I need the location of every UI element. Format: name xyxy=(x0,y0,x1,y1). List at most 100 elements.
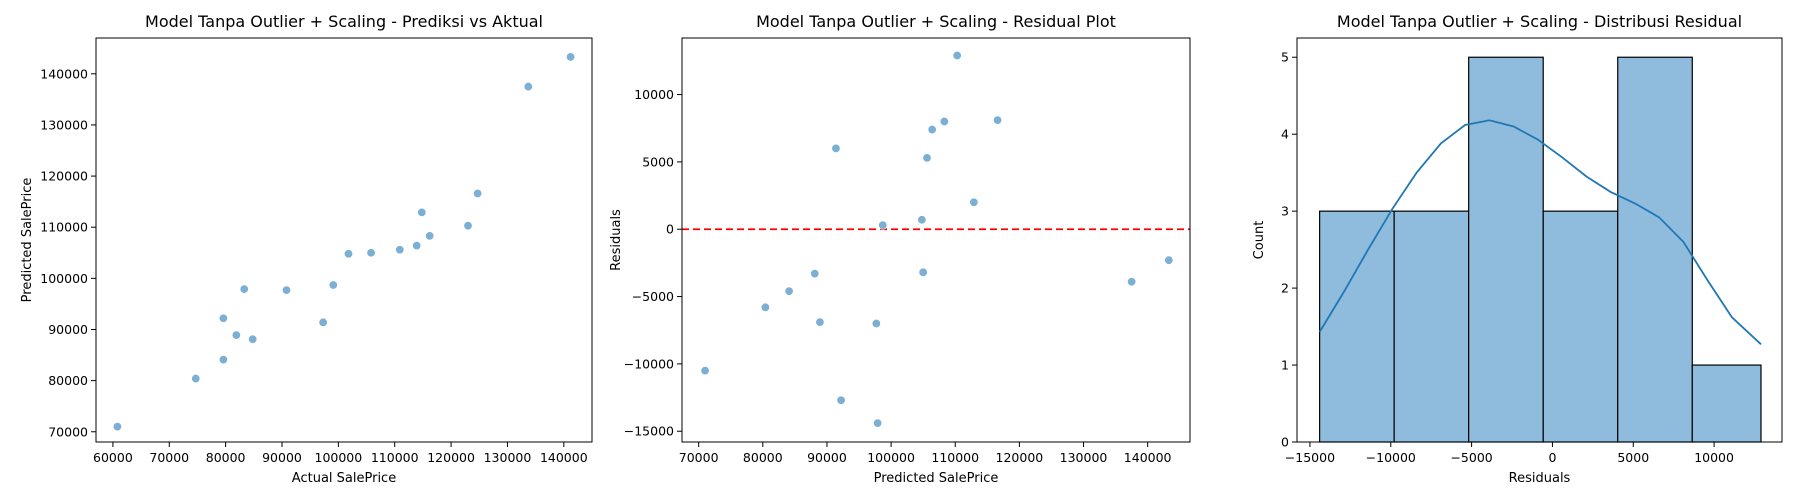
scatter-point xyxy=(425,231,435,241)
scatter-point xyxy=(395,245,405,255)
histogram-bar xyxy=(1542,210,1619,443)
plot-frame xyxy=(681,37,1191,443)
scatter-point xyxy=(1164,255,1174,265)
scatter-point xyxy=(366,248,376,258)
x-tick-label: 60000 xyxy=(93,450,133,465)
scatter-point xyxy=(831,143,841,153)
y-tick-label: 4 xyxy=(1281,127,1289,142)
chart-title: Model Tanpa Outlier + Scaling - Distribu… xyxy=(1337,12,1742,31)
x-tick-label: 90000 xyxy=(262,450,302,465)
scatter-point xyxy=(878,220,888,230)
y-tick-label: −10000 xyxy=(624,356,674,371)
scatter-point xyxy=(922,153,932,163)
x-axis-label: Predicted SalePrice xyxy=(874,471,999,486)
x-tick-label: 140000 xyxy=(1124,450,1172,465)
scatter-point xyxy=(566,52,576,62)
x-tick-label: 130000 xyxy=(1060,450,1108,465)
x-tick-label: 70000 xyxy=(149,450,189,465)
x-tick-label: 120000 xyxy=(427,450,475,465)
scatter-point xyxy=(412,241,422,251)
y-tick-label: 120000 xyxy=(40,169,88,184)
x-tick-label: −10000 xyxy=(1366,450,1416,465)
histogram-bar xyxy=(1691,364,1762,443)
y-tick-label: 5 xyxy=(1281,50,1289,65)
y-tick-label: −5000 xyxy=(632,289,674,304)
scatter-point xyxy=(473,188,483,198)
scatter-point xyxy=(918,267,928,277)
y-tick-label: 1 xyxy=(1281,358,1289,373)
x-axis-label: Residuals xyxy=(1509,471,1571,486)
x-tick-label: 5000 xyxy=(1617,450,1649,465)
y-tick-label: −15000 xyxy=(624,424,674,439)
scatter-point xyxy=(993,115,1003,125)
x-tick-label: 10000 xyxy=(1694,450,1734,465)
x-tick-label: −15000 xyxy=(1285,450,1335,465)
x-tick-label: 140000 xyxy=(540,450,588,465)
plot-frame xyxy=(95,37,593,443)
scatter-point xyxy=(952,51,962,61)
chart-panel-3: −15000 −10000 −5000 0 5000 10000 0 1 2 3 4 5 Model T… xyxy=(1252,12,1783,486)
scatter-point xyxy=(810,269,820,279)
scatter-point xyxy=(873,418,883,428)
scatter-point xyxy=(969,197,979,207)
scatter-point xyxy=(282,285,292,295)
y-tick-label: 140000 xyxy=(40,66,88,81)
histogram-bar xyxy=(1617,56,1693,443)
scatter-point xyxy=(1127,277,1137,287)
x-tick-label: 130000 xyxy=(484,450,532,465)
x-tick-label: 80000 xyxy=(206,450,246,465)
x-tick-label: 70000 xyxy=(679,450,719,465)
histogram-bar xyxy=(1468,56,1544,443)
x-tick-label: 90000 xyxy=(807,450,847,465)
histogram-bar xyxy=(1393,210,1470,443)
y-tick-label: 0 xyxy=(666,222,674,237)
y-tick-label: 90000 xyxy=(48,322,88,337)
scatter-point xyxy=(523,82,533,92)
x-tick-label: 110000 xyxy=(931,450,979,465)
scatter-point xyxy=(836,395,846,405)
scatter-point xyxy=(417,207,427,217)
scatter-point xyxy=(344,249,354,259)
y-tick-label: 3 xyxy=(1281,204,1289,219)
chart-title: Model Tanpa Outlier + Scaling - Prediksi… xyxy=(145,12,543,31)
chart-title: Model Tanpa Outlier + Scaling - Residual… xyxy=(756,12,1116,31)
y-tick-label: 0 xyxy=(1281,435,1289,450)
x-tick-label: −5000 xyxy=(1450,450,1492,465)
y-tick-label: 10000 xyxy=(634,87,674,102)
scatter-point xyxy=(784,286,794,296)
scatter-point xyxy=(815,317,825,327)
x-tick-label: 80000 xyxy=(743,450,783,465)
y-tick-label: 100000 xyxy=(40,271,88,286)
y-tick-label: 5000 xyxy=(642,154,674,169)
scatter-point xyxy=(231,330,241,340)
scatter-point xyxy=(218,355,228,365)
scatter-point xyxy=(917,215,927,225)
scatter-point xyxy=(939,116,949,126)
x-axis-label: Actual SalePrice xyxy=(292,471,396,486)
chart-panel-1: 60000 70000 80000 90000 100000 110000 120000 13… xyxy=(20,12,593,486)
y-tick-label: 80000 xyxy=(48,373,88,388)
y-tick-label: 2 xyxy=(1281,281,1289,296)
x-tick-label: 100000 xyxy=(315,450,363,465)
x-tick-label: 110000 xyxy=(371,450,419,465)
scatter-point xyxy=(871,318,881,328)
y-tick-label: 130000 xyxy=(40,117,88,132)
x-tick-label: 0 xyxy=(1548,450,1556,465)
plot-frame xyxy=(1296,37,1783,443)
scatter-point xyxy=(463,221,473,231)
y-axis-label: Residuals xyxy=(609,209,624,271)
scatter-point xyxy=(218,313,228,323)
scatter-point xyxy=(927,125,937,135)
histogram-bar xyxy=(1319,210,1395,443)
scatter-point xyxy=(328,280,338,290)
scatter-point xyxy=(239,284,249,294)
chart-panel-2: 70000 80000 90000 100000 110000 120000 130000 1… xyxy=(609,12,1191,486)
y-axis-label: Predicted SalePrice xyxy=(20,178,35,303)
scatter-point xyxy=(700,366,710,376)
x-tick-label: 120000 xyxy=(996,450,1044,465)
y-tick-label: 70000 xyxy=(48,424,88,439)
x-tick-label: 100000 xyxy=(867,450,915,465)
scatter-point xyxy=(760,302,770,312)
y-tick-label: 110000 xyxy=(40,220,88,235)
